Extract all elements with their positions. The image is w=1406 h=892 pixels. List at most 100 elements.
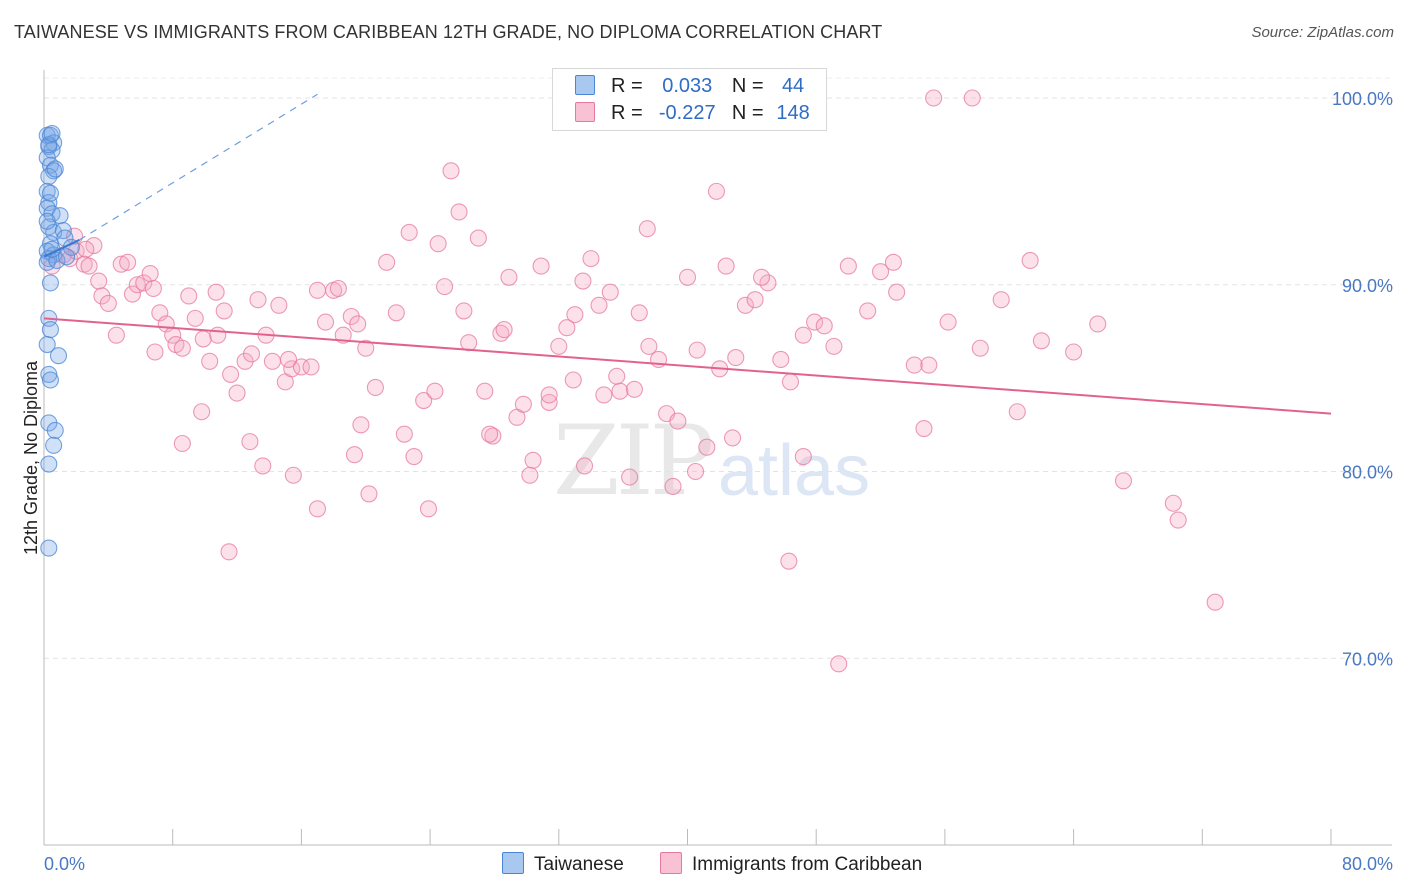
taiwanese-point	[40, 455, 58, 473]
data-points	[38, 89, 1224, 673]
taiwanese-point	[41, 371, 59, 389]
caribbean-point	[815, 317, 833, 335]
caribbean-point	[574, 272, 592, 290]
caribbean-point	[601, 283, 619, 301]
caribbean-point	[707, 182, 726, 200]
caribbean-point	[345, 446, 364, 464]
caribbean-point	[884, 253, 902, 271]
taiwanese-point	[41, 184, 59, 202]
caribbean-point	[564, 371, 582, 389]
caribbean-point	[242, 345, 261, 363]
caribbean-point	[123, 285, 142, 303]
caribbean-point	[825, 337, 843, 355]
legend-swatch-caribbean	[575, 102, 595, 122]
taiwanese-point	[38, 335, 56, 354]
caribbean-point	[436, 278, 454, 296]
caribbean-point	[582, 250, 600, 268]
caribbean-point	[575, 457, 594, 475]
caribbean-point	[532, 257, 550, 275]
legend-n-value: 44	[781, 75, 805, 97]
source-credit: Source: ZipAtlas.com	[1251, 24, 1394, 41]
caribbean-point	[772, 350, 790, 369]
caribbean-point	[638, 220, 656, 238]
caribbean-point	[128, 276, 146, 294]
caribbean-point	[476, 382, 494, 400]
caribbean-point	[1008, 403, 1026, 421]
caribbean-point	[736, 296, 754, 314]
legend-r-value: -0.227	[658, 102, 716, 124]
caribbean-point	[871, 263, 890, 281]
caribbean-point	[220, 543, 238, 561]
caribbean-point	[1114, 472, 1133, 490]
caribbean-point	[429, 235, 447, 253]
caribbean-point	[308, 281, 327, 299]
caribbean-point	[625, 380, 643, 398]
caribbean-point	[1089, 315, 1107, 333]
caribbean-point	[524, 451, 542, 469]
caribbean-point	[426, 382, 444, 400]
taiwanese-point	[45, 436, 63, 454]
caribbean-point	[455, 302, 473, 320]
caribbean-point	[119, 253, 137, 271]
y-axis-label: 12th Grade, No Diploma	[21, 360, 41, 555]
caribbean-point	[387, 304, 405, 322]
caribbean-point	[215, 302, 233, 320]
caribbean-point	[992, 291, 1010, 309]
caribbean-point	[905, 356, 923, 374]
legend-n-label: N =	[731, 102, 764, 124]
legend-r-label: R =	[611, 102, 643, 124]
caribbean-point	[608, 367, 626, 385]
caribbean-point	[1032, 332, 1050, 350]
caribbean-point	[77, 240, 95, 258]
caribbean-point	[349, 315, 367, 333]
legend-row-caribbean: R = -0.227 N = 148	[575, 102, 817, 128]
caribbean-point	[263, 352, 281, 370]
caribbean-point	[135, 274, 153, 292]
caribbean-point	[521, 466, 539, 484]
caribbean-point	[284, 466, 302, 484]
caribbean-point	[500, 268, 518, 286]
caribbean-swatch	[660, 852, 682, 874]
caribbean-point	[193, 403, 211, 421]
caribbean-point	[194, 330, 212, 348]
caribbean-point	[495, 321, 513, 339]
caribbean-point	[85, 236, 103, 255]
tick-labels: 100.0% 90.0% 80.0% 70.0% 0.0% 80.0% 12th Grade…	[21, 89, 1393, 874]
caribbean-point	[963, 89, 981, 107]
caribbean-point	[717, 257, 735, 275]
caribbean-point	[590, 296, 608, 314]
caribbean-point	[209, 326, 227, 344]
caribbean-point	[249, 291, 267, 309]
caribbean-point	[460, 334, 478, 352]
caribbean-point	[920, 356, 938, 374]
caribbean-point	[566, 306, 584, 324]
series-legend-caribbean: Immigrants from Caribbean	[660, 852, 922, 876]
legend-swatch-taiwanese	[575, 75, 595, 95]
taiwanese-point	[48, 251, 66, 270]
caribbean-point	[640, 337, 658, 355]
caribbean-point	[727, 349, 745, 367]
caribbean-point	[469, 229, 487, 247]
taiwanese-point	[46, 421, 64, 439]
caribbean-point	[794, 448, 812, 466]
caribbean-point	[781, 373, 800, 391]
caribbean-point	[146, 343, 164, 361]
caribbean-point	[357, 339, 375, 357]
x-tick-label-min: 0.0%	[44, 854, 85, 874]
legend-r-value: 0.033	[662, 75, 713, 97]
caribbean-point	[80, 257, 98, 275]
watermark-zip: ZIP	[553, 405, 714, 517]
taiwanese-point	[41, 274, 59, 292]
caribbean-point	[514, 395, 532, 413]
caribbean-point	[107, 326, 125, 344]
y-tick-label: 90.0%	[1342, 276, 1393, 296]
caribbean-point	[186, 309, 204, 327]
caribbean-point	[839, 257, 857, 275]
caribbean-point	[1169, 511, 1187, 529]
caribbean-point	[669, 412, 687, 430]
taiwanese-swatch	[502, 852, 524, 874]
caribbean-point	[360, 485, 378, 503]
taiwanese-trend-line	[43, 239, 80, 258]
caribbean-point	[334, 326, 352, 344]
